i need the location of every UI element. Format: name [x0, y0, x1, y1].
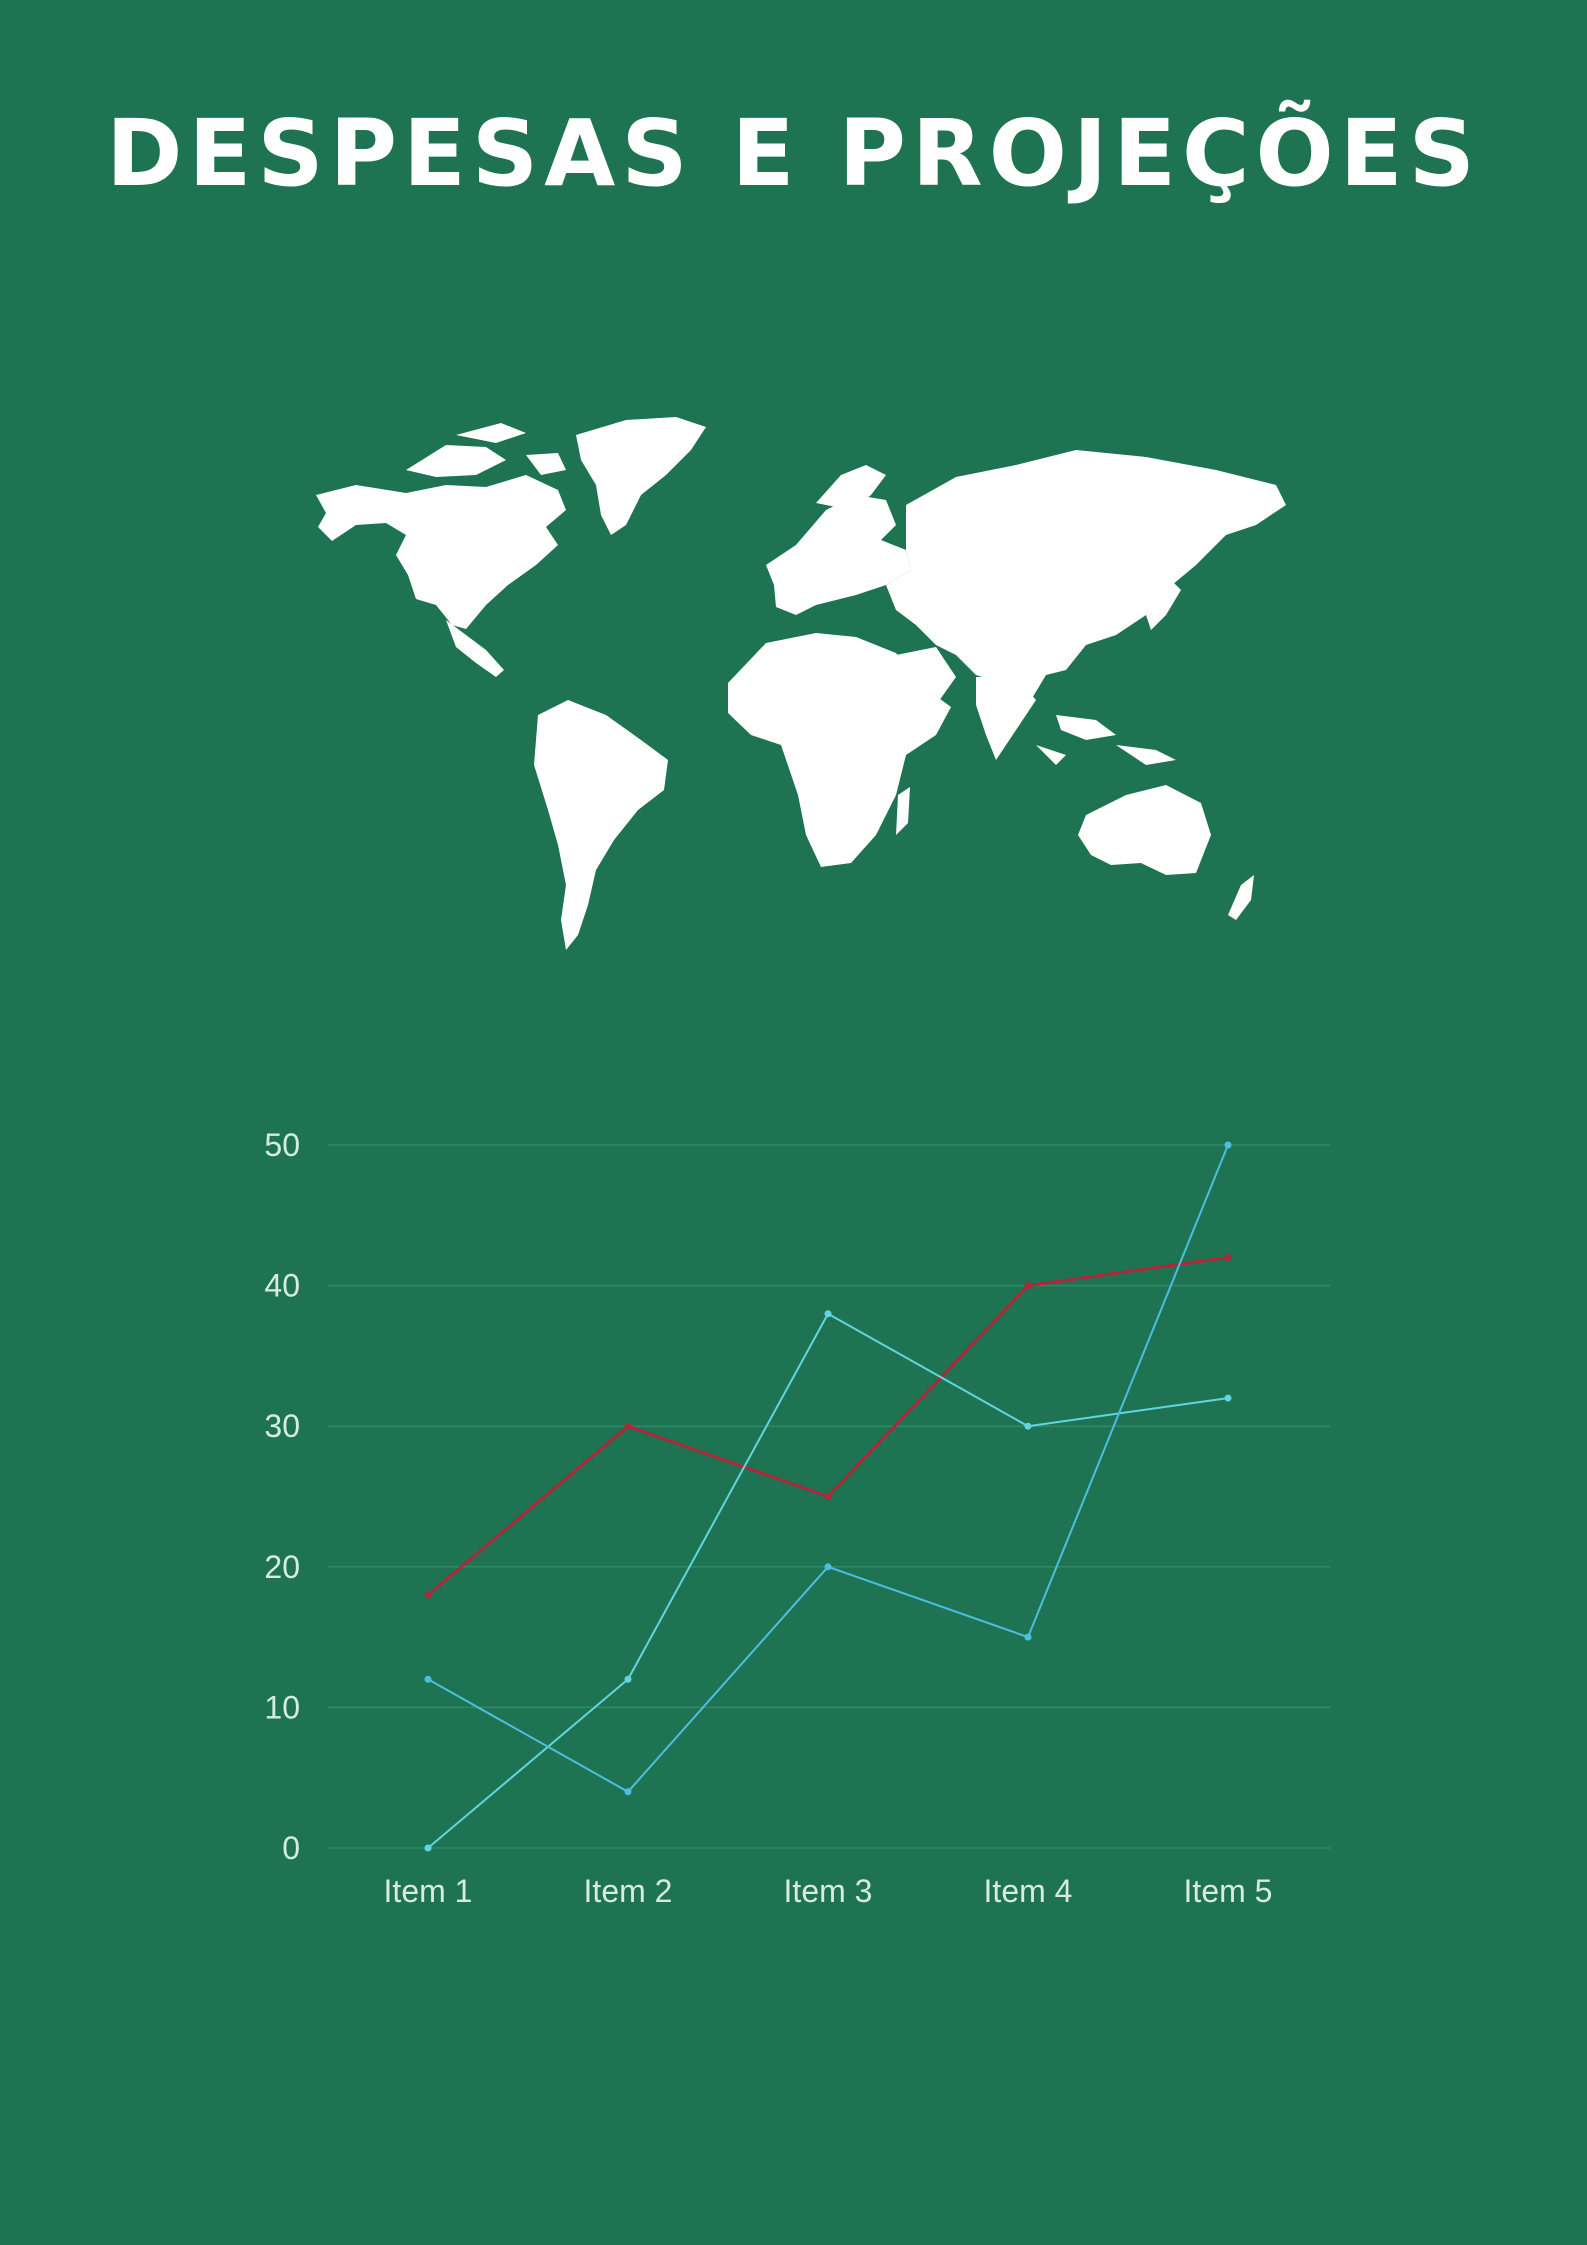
series-1-point [824, 1493, 832, 1500]
y-tick-label: 10 [264, 1689, 300, 1725]
x-tick-label: Item 5 [1184, 1873, 1273, 1909]
y-tick-label: 20 [264, 1549, 300, 1585]
series-2-point [1024, 1422, 1032, 1430]
y-tick-label: 40 [264, 1268, 300, 1304]
y-tick-label: 0 [282, 1830, 300, 1866]
japan-shape [1146, 580, 1181, 630]
x-tick-label: Item 3 [784, 1873, 873, 1909]
africa-shape [728, 633, 951, 867]
series-2-point [624, 1675, 632, 1683]
series-3-point [624, 1788, 632, 1796]
india-shape [976, 677, 1036, 760]
scandinavia-shape [816, 465, 886, 510]
series-1-point [1224, 1253, 1232, 1261]
y-tick-label: 50 [264, 1127, 300, 1163]
madagascar-shape [896, 787, 910, 835]
chart-y-axis-ticks: 0 10 20 30 40 50 [264, 1127, 300, 1866]
greenland-shape [576, 417, 706, 535]
page-title: DESPESAS E PROJEÇÕES [106, 100, 1481, 207]
south-america-shape [534, 700, 668, 950]
series-1-point [1024, 1282, 1032, 1290]
x-tick-label: Item 4 [984, 1873, 1073, 1909]
north-america-shape [316, 475, 566, 629]
series-2-point [1224, 1394, 1232, 1402]
x-tick-label: Item 2 [584, 1873, 673, 1909]
chart-series [424, 1141, 1232, 1852]
europe-shape [766, 495, 911, 615]
series-2-point [424, 1844, 432, 1852]
central-america-shape [446, 620, 504, 677]
chart-x-axis-ticks: Item 1 Item 2 Item 3 Item 4 Item 5 [384, 1873, 1273, 1909]
series-3-point [824, 1563, 832, 1571]
world-map-image [316, 417, 1286, 950]
series-1-point [424, 1591, 432, 1599]
asia-shape [886, 450, 1286, 700]
series-line-3 [427, 1144, 1229, 1793]
arctic-islands-shape [406, 423, 566, 477]
series-3-point [1224, 1141, 1232, 1149]
series-1-point [624, 1422, 632, 1430]
arabia-shape [896, 647, 956, 715]
y-tick-label: 30 [264, 1408, 300, 1444]
new-zealand-shape [1228, 875, 1254, 920]
x-tick-label: Item 1 [384, 1873, 473, 1909]
australia-shape [1078, 785, 1211, 875]
series-line-2 [427, 1312, 1229, 1849]
series-3-point [424, 1675, 432, 1683]
series-2-point [824, 1310, 832, 1318]
series-3-point [1024, 1633, 1032, 1641]
southeast-asia-islands-shape [1036, 715, 1176, 765]
